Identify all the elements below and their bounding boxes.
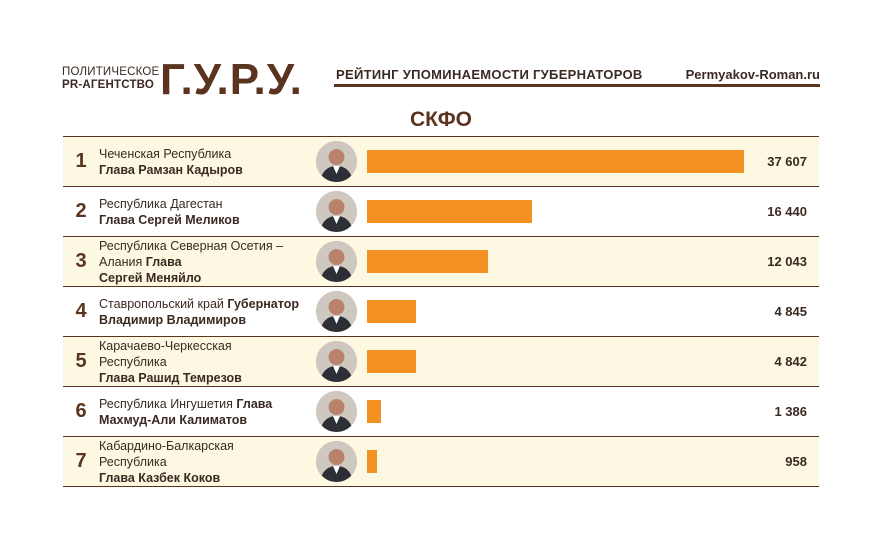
value-label: 16 440: [767, 204, 807, 219]
avatar: [316, 341, 357, 382]
governor-title: Губернатор: [227, 296, 299, 311]
guru-logo: Г.У.Р.У.: [160, 55, 303, 104]
bar: [367, 450, 377, 473]
governor-head: Глава Казбек Коков: [99, 470, 221, 485]
region-name: Ставропольский край: [99, 296, 224, 311]
governor-head: Глава Рамзан Кадыров: [99, 162, 243, 177]
rank-number: 2: [75, 200, 87, 222]
value-label: 4 842: [774, 354, 807, 369]
chart-title: СКФО: [410, 108, 472, 131]
agency-label: ПОЛИТИЧЕСКОЕ PR-АГЕНТСТВО: [62, 66, 159, 92]
agency-line-2: PR-АГЕНТСТВО: [62, 79, 155, 91]
governor-head: Сергей Меняйло: [99, 270, 202, 285]
table-row: 7 Кабардино-Балкарская Республика Глава Ка…: [63, 436, 819, 487]
region-name: Карачаево-Черкесская Республика: [99, 338, 232, 369]
site-link[interactable]: Permyakov-Roman.ru: [685, 67, 820, 82]
governor-name: Кабардино-Балкарская Республика Глава Каз…: [99, 438, 299, 486]
governor-name: Ставропольский край Губернатор Владимир В…: [99, 296, 299, 328]
bar: [367, 300, 416, 323]
avatar: [316, 391, 357, 432]
rank-number: 4: [75, 300, 87, 322]
governor-name: Карачаево-Черкесская Республика Глава Раш…: [99, 338, 299, 386]
avatar: [316, 291, 357, 332]
bar: [367, 250, 488, 273]
table-row: 3 Республика Северная Осетия – Алания Гла…: [63, 236, 819, 286]
governor-head: Махмуд-Али Калиматов: [99, 412, 248, 427]
region-name: Кабардино-Балкарская Республика: [99, 438, 234, 469]
rank-number: 6: [75, 400, 87, 422]
region-name: Республика Северная Осетия – Алания: [99, 238, 284, 269]
governor-name: Республика Дагестан Глава Сергей Меликов: [99, 196, 299, 228]
value-label: 37 607: [767, 154, 807, 169]
agency-line-1: ПОЛИТИЧЕСКОЕ: [62, 66, 160, 78]
governor-name: Республика Северная Осетия – Алания Глав…: [99, 238, 299, 286]
avatar: [316, 441, 357, 482]
bar: [367, 200, 532, 223]
region-name: Чеченская Республика: [99, 146, 232, 161]
bar: [367, 350, 416, 373]
value-label: 958: [785, 454, 807, 469]
governor-title: Глава: [236, 396, 273, 411]
governor-head: Глава Рашид Темрезов: [99, 370, 242, 385]
rank-number: 3: [75, 250, 87, 272]
table-row: 1 Чеченская Республика Глава Рамзан Кадыро…: [63, 136, 819, 186]
ranking-table: 1 Чеченская Республика Глава Рамзан Кадыро…: [63, 136, 819, 487]
bar: [367, 400, 381, 423]
governor-name: Республика Ингушетия Глава Махмуд-Али Кал…: [99, 396, 299, 428]
governor-head: Глава Сергей Меликов: [99, 212, 240, 227]
rank-number: 5: [75, 350, 87, 372]
governor-head: Владимир Владимиров: [99, 312, 247, 327]
rank-number: 1: [75, 150, 87, 172]
value-label: 12 043: [767, 254, 807, 269]
avatar: [316, 241, 357, 282]
header-divider: [334, 84, 820, 87]
table-row: 6 Республика Ингушетия Глава Махмуд-Али Ка…: [63, 386, 819, 436]
avatar: [316, 191, 357, 232]
table-row: 4 Ставропольский край Губернатор Владимир …: [63, 286, 819, 336]
avatar: [316, 141, 357, 182]
rating-title: РЕЙТИНГ УПОМИНАЕМОСТИ ГУБЕРНАТОРОВ: [336, 67, 643, 82]
region-name: Республика Ингушетия: [99, 396, 233, 411]
governor-title: Глава: [145, 254, 182, 269]
value-label: 1 386: [774, 404, 807, 419]
header: ПОЛИТИЧЕСКОЕ PR-АГЕНТСТВО Г.У.Р.У. РЕЙТИ…: [0, 0, 882, 110]
table-row: 5 Карачаево-Черкесская Республика Глава Ра…: [63, 336, 819, 386]
governor-name: Чеченская Республика Глава Рамзан Кадыров: [99, 146, 299, 178]
rank-number: 7: [75, 450, 87, 472]
bar: [367, 150, 744, 173]
value-label: 4 845: [774, 304, 807, 319]
table-row: 2 Республика Дагестан Глава Сергей Меликов…: [63, 186, 819, 236]
region-name: Республика Дагестан: [99, 196, 223, 211]
